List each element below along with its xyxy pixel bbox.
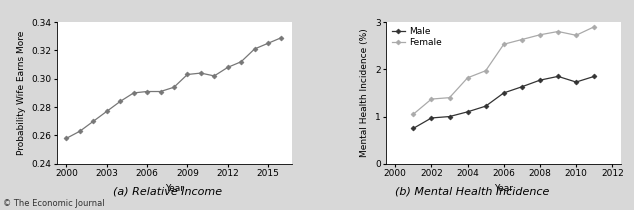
- Female: [464, 76, 472, 79]
- Female: [500, 43, 508, 46]
- Female: [536, 34, 544, 36]
- Male: [410, 127, 417, 130]
- Male: [500, 92, 508, 94]
- Male: [518, 85, 526, 88]
- Female: [590, 25, 598, 28]
- Female: [427, 98, 435, 100]
- Male: [446, 115, 453, 118]
- Male: [464, 110, 472, 113]
- Male: [536, 79, 544, 81]
- Male: [427, 117, 435, 119]
- Male: [590, 75, 598, 78]
- Text: (b) Mental Health Incidence: (b) Mental Health Incidence: [395, 186, 550, 196]
- X-axis label: Year: Year: [495, 184, 514, 193]
- X-axis label: Year: Year: [165, 184, 184, 193]
- Female: [554, 30, 562, 33]
- Female: [573, 34, 580, 37]
- Male: [554, 75, 562, 78]
- Male: [573, 81, 580, 83]
- Female: [446, 96, 453, 99]
- Female: [518, 38, 526, 41]
- Text: © The Economic Journal: © The Economic Journal: [3, 199, 105, 208]
- Y-axis label: Probability Wife Earns More: Probability Wife Earns More: [17, 31, 26, 155]
- Line: Female: Female: [411, 25, 596, 116]
- Legend: Male, Female: Male, Female: [391, 26, 443, 48]
- Female: [410, 113, 417, 116]
- Text: (a) Relative Income: (a) Relative Income: [113, 186, 223, 196]
- Line: Male: Male: [411, 75, 596, 130]
- Y-axis label: Mental Health Incidence (%): Mental Health Incidence (%): [360, 29, 370, 157]
- Male: [482, 105, 489, 107]
- Female: [482, 70, 489, 72]
